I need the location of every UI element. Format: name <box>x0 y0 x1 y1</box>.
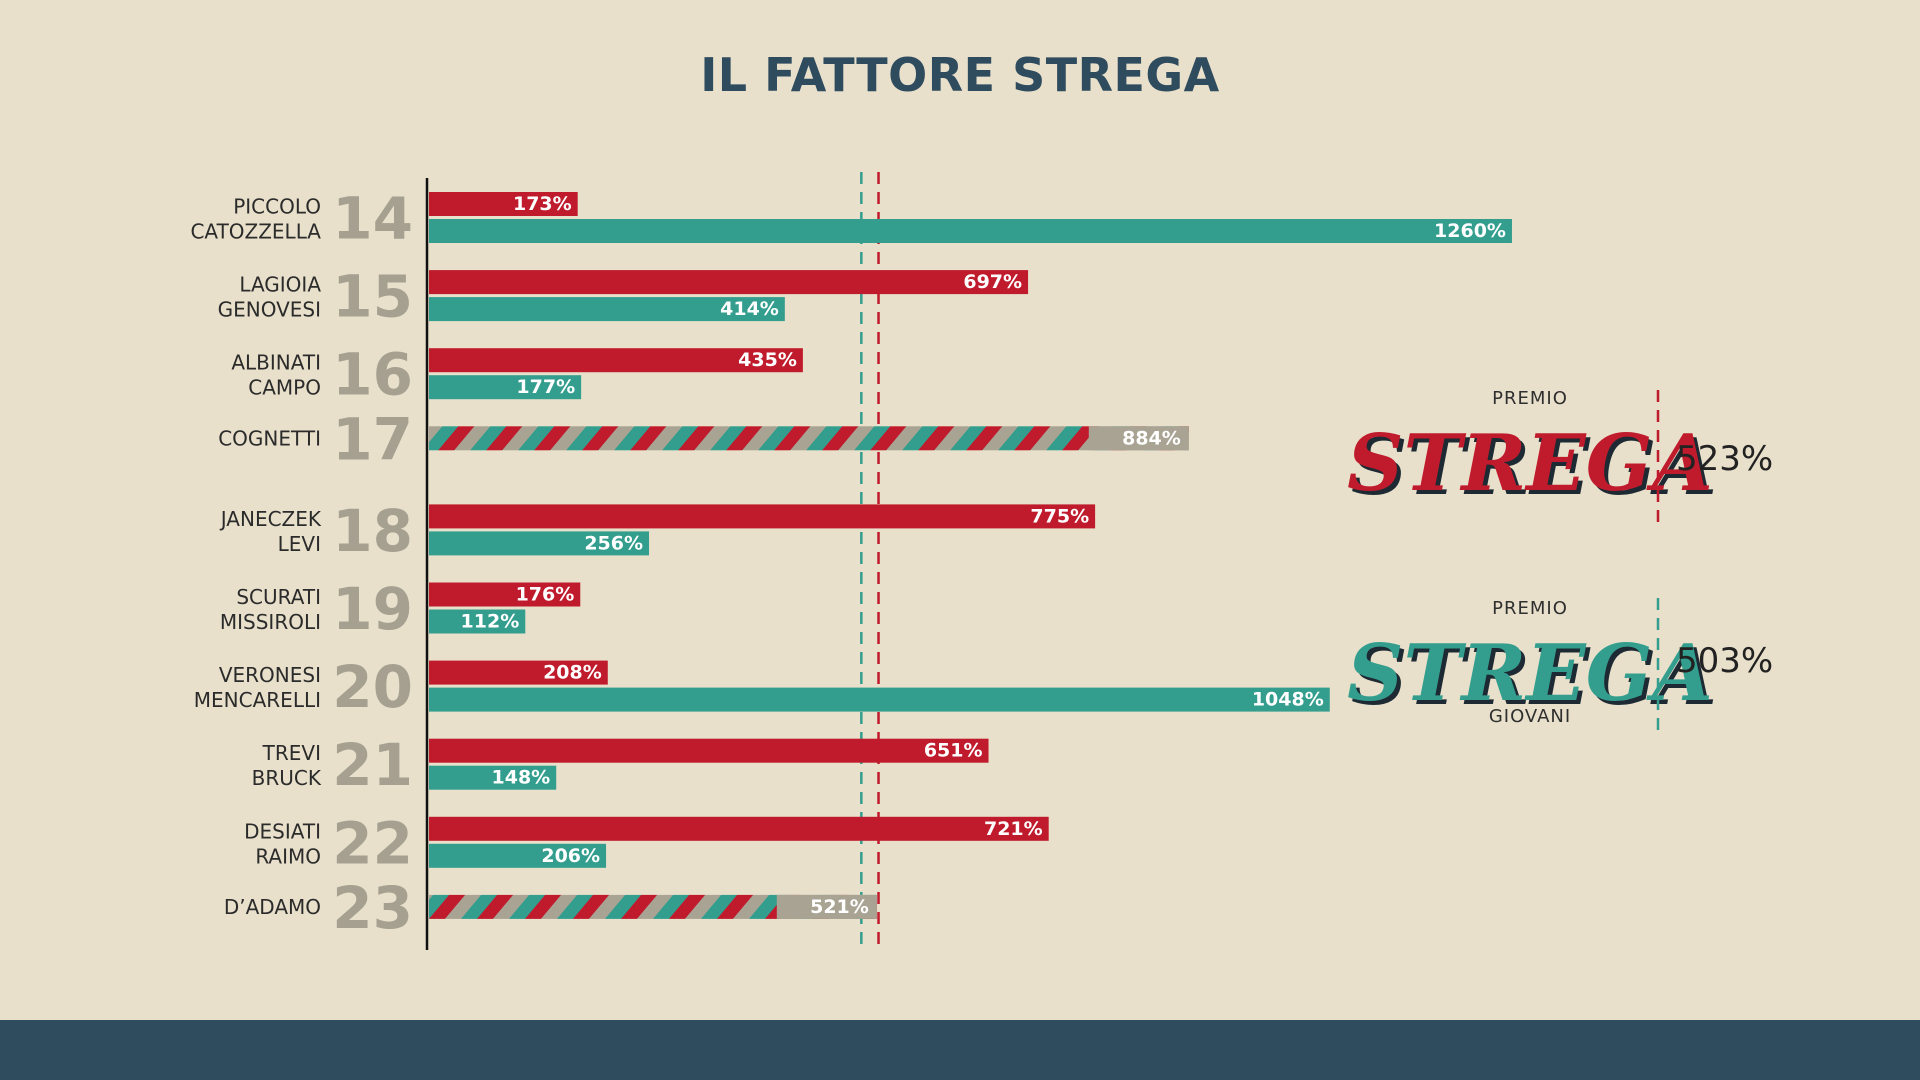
bar-strega <box>429 660 608 685</box>
value-label: 414% <box>720 298 779 320</box>
bar-giovani <box>429 687 1330 712</box>
bar-combined <box>429 426 1189 451</box>
value-label: 206% <box>541 845 600 867</box>
value-label: 256% <box>584 532 643 554</box>
bar-giovani <box>429 843 607 868</box>
nominee-name: CATOZZELLA <box>190 220 321 244</box>
bar-combined-end <box>776 894 877 919</box>
nominee-name: D’ADAMO <box>224 895 321 919</box>
nominee-name: RAIMO <box>255 844 321 868</box>
year-label: 18 <box>332 497 413 565</box>
legend-brand-logo: STREGA <box>1347 418 1713 509</box>
footer-bar <box>0 1020 1920 1080</box>
nominee-name: VERONESI <box>219 663 321 687</box>
year-label: 14 <box>332 185 413 253</box>
nominee-name: MENCARELLI <box>194 688 321 712</box>
bar-strega <box>429 192 578 216</box>
nominee-name: SCURATI <box>236 585 321 609</box>
nominee-name: CAMPO <box>248 376 321 400</box>
value-label: 176% <box>516 584 575 606</box>
legend-top-text: PREMIO <box>1492 598 1568 619</box>
nominee-name: DESIATI <box>244 819 321 843</box>
year-label: 17 <box>332 405 413 473</box>
value-label: 1048% <box>1252 689 1324 711</box>
year-label: 22 <box>332 809 413 877</box>
nominee-name: ALBINATI <box>231 351 321 375</box>
year-label: 15 <box>332 263 413 331</box>
legend-percent: 503% <box>1676 641 1773 681</box>
value-label: 775% <box>1030 505 1089 527</box>
bar-giovani <box>429 219 1512 243</box>
chart-title: IL FATTORE STREGA <box>700 48 1220 102</box>
nominee-name: BRUCK <box>252 766 322 790</box>
nominee-name: TREVI <box>262 741 321 765</box>
bar-strega <box>429 582 581 607</box>
bar-giovani <box>429 531 650 556</box>
nominee-name: PICCOLO <box>233 195 321 219</box>
bar-combined-end <box>1088 426 1189 451</box>
nominee-name: GENOVESI <box>218 298 321 322</box>
bar-strega <box>429 504 1096 529</box>
bar-strega <box>429 348 803 373</box>
legend-percent: 523% <box>1676 439 1773 479</box>
nominee-name: JANECZEK <box>219 507 322 531</box>
legend-brand-logo: STREGA <box>1347 628 1713 719</box>
bar-giovani <box>429 375 582 400</box>
year-label: 19 <box>332 575 413 643</box>
nominee-name: MISSIROLI <box>220 610 321 634</box>
legend-top-text: PREMIO <box>1492 388 1568 409</box>
value-label: 208% <box>543 662 602 684</box>
value-label: 1260% <box>1434 220 1506 242</box>
value-label: 884% <box>1122 427 1181 449</box>
value-label: 435% <box>738 349 797 371</box>
nominee-name: LEVI <box>278 532 321 556</box>
value-label: 697% <box>963 271 1022 293</box>
year-label: 23 <box>332 874 413 942</box>
value-label: 651% <box>924 740 983 762</box>
legend-brand-shadow: STREGA <box>1351 632 1717 723</box>
year-label: 21 <box>332 731 413 799</box>
bar-giovani <box>429 297 785 322</box>
value-label: 721% <box>984 818 1043 840</box>
bar-strega <box>429 270 1029 295</box>
nominee-name: LAGIOIA <box>239 273 321 297</box>
bar-giovani <box>429 609 526 634</box>
legend-brand-shadow: STREGA <box>1351 422 1717 513</box>
value-label: 148% <box>492 767 551 789</box>
value-label: 177% <box>516 376 575 398</box>
nominee-name: COGNETTI <box>218 426 321 450</box>
bar-strega <box>429 738 989 763</box>
year-label: 16 <box>332 341 413 409</box>
bar-strega <box>429 816 1049 841</box>
value-label: 521% <box>810 896 869 918</box>
value-label: 112% <box>461 611 520 633</box>
legend-bottom-text: GIOVANI <box>1489 706 1571 727</box>
bar-giovani <box>429 765 557 790</box>
year-label: 20 <box>332 653 413 721</box>
value-label: 173% <box>513 193 572 215</box>
